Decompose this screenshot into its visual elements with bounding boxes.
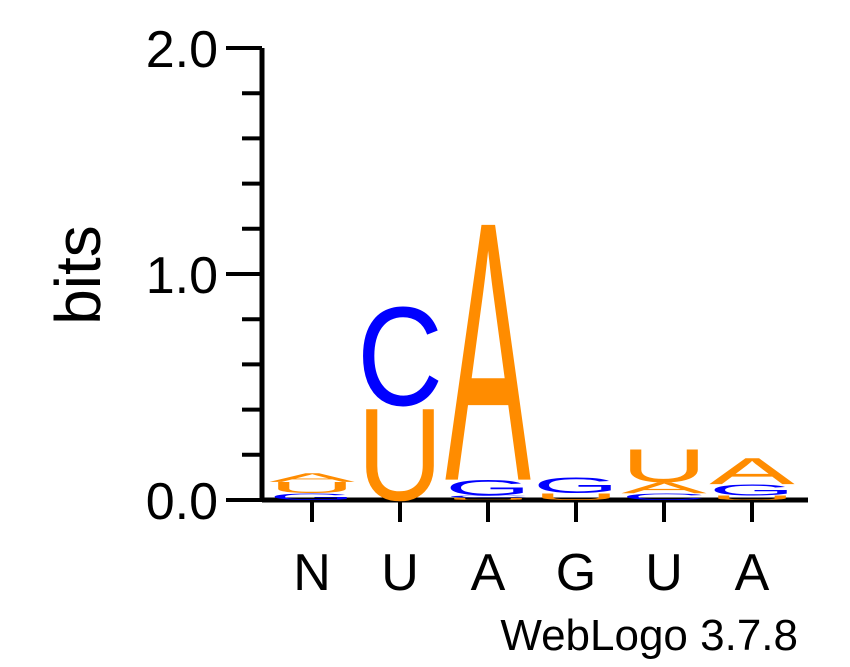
y-axis-label: bits (42, 225, 114, 325)
logo-letter-C: C (621, 492, 707, 502)
letter-stack: GUA (269, 471, 355, 502)
logo-letter-G: G (269, 491, 355, 502)
y-tick-label: 2.0 (146, 21, 218, 79)
x-tick-label: A (735, 544, 770, 602)
y-tick-label: 1.0 (146, 247, 218, 305)
letter-stack: CAU (621, 440, 707, 502)
x-tick-label: U (645, 544, 683, 602)
weblogo-credit: WebLogo 3.7.8 (500, 611, 798, 660)
logo-letter-A: A (445, 144, 531, 558)
logo-letter-U: U (533, 492, 619, 502)
y-axis: bits 0.0 1.0 2.0 (42, 21, 265, 531)
logo-letter-U: U (621, 440, 707, 493)
logo-letter-U: U (445, 497, 531, 501)
x-tick-label: U (381, 544, 419, 602)
logo-letter-G: G (709, 481, 795, 498)
logo-letter-G: G (445, 476, 531, 501)
letter-stack: UGA (709, 450, 795, 501)
logo-letter-A: A (621, 479, 707, 497)
logo-letter-U: U (357, 380, 443, 528)
logo-letter-U: U (269, 479, 355, 497)
x-tick-label: A (471, 544, 506, 602)
logo-letter-U: U (709, 494, 795, 501)
letter-stack: UC (357, 277, 443, 528)
x-tick-label: G (556, 544, 596, 602)
x-tick-label: N (293, 544, 331, 602)
logo-letter-C: C (357, 277, 443, 435)
logo-letter-A: A (269, 471, 355, 485)
logo-letter-C: C (445, 495, 531, 499)
letter-stack: UG (533, 473, 619, 502)
logo-letter-A: A (709, 450, 795, 492)
y-tick-label: 0.0 (146, 473, 218, 531)
logo-letter-G: G (533, 473, 619, 498)
